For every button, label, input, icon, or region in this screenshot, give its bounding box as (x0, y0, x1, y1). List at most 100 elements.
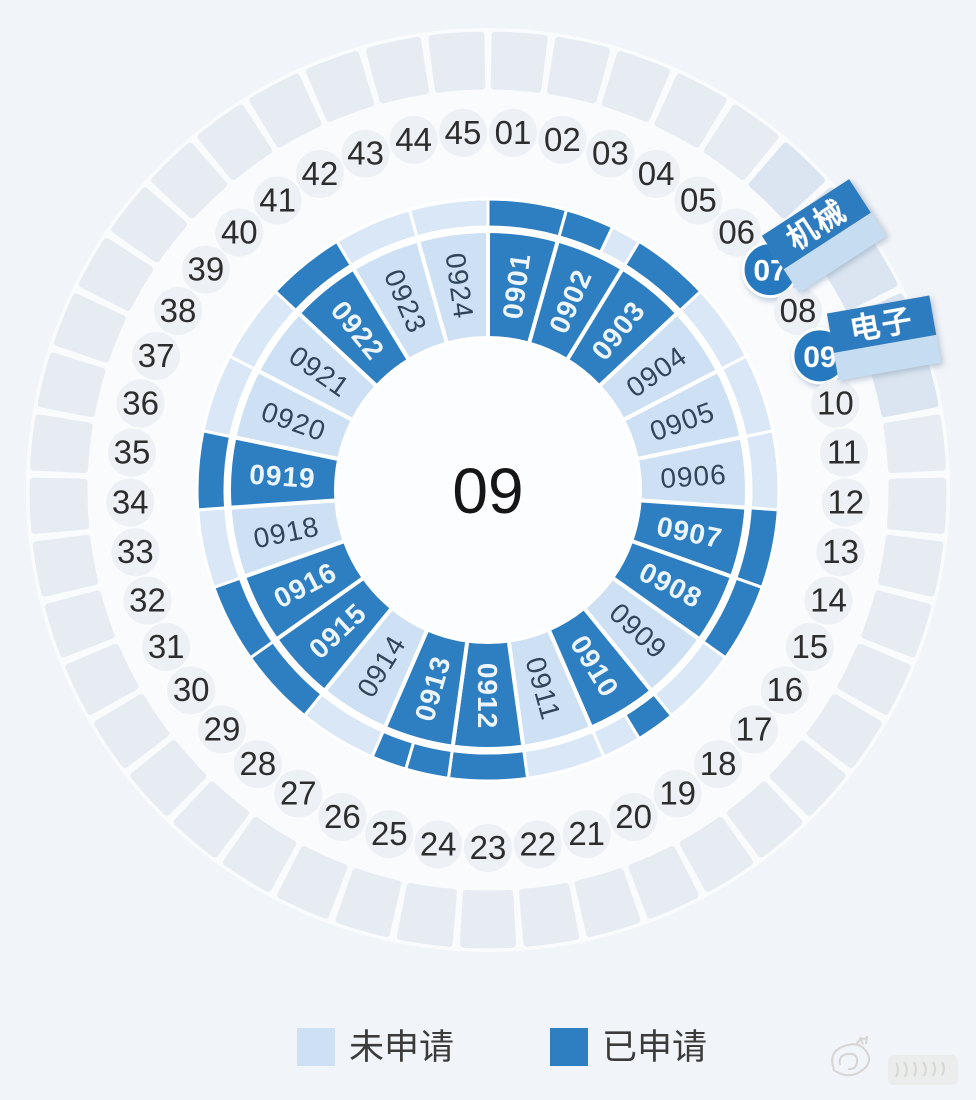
category-dot-34[interactable] (106, 478, 155, 527)
category-dot-13[interactable] (816, 528, 865, 577)
category-number-23[interactable]: 23 (470, 829, 507, 866)
category-number-17[interactable]: 17 (736, 711, 773, 748)
category-dot-05[interactable] (674, 176, 723, 225)
legend-item-not-applied[interactable]: 未申请 (297, 1028, 454, 1066)
category-dot-45[interactable] (439, 108, 487, 157)
category-dot-22[interactable] (513, 820, 562, 869)
category-number-20[interactable]: 20 (615, 798, 652, 835)
category-number-22[interactable]: 22 (519, 826, 556, 863)
category-dot-12[interactable] (821, 478, 870, 527)
category-dot-39[interactable] (181, 245, 230, 294)
category-dot-15[interactable] (785, 622, 834, 671)
category-number-13[interactable]: 13 (822, 533, 859, 570)
outer-ring-0906[interactable] (743, 429, 781, 512)
category-number-11[interactable]: 11 (827, 434, 861, 471)
category-dot-37[interactable] (132, 331, 181, 380)
category-number-36[interactable]: 36 (122, 384, 159, 421)
category-dot-27[interactable] (274, 769, 323, 818)
category-number-30[interactable]: 30 (173, 671, 210, 708)
category-dot-08[interactable] (774, 287, 822, 335)
category-dot-33[interactable] (111, 528, 160, 577)
tag-09[interactable]: 电子 (826, 295, 942, 381)
category-number-33[interactable]: 33 (117, 533, 154, 570)
category-number-29[interactable]: 29 (204, 711, 241, 748)
outer-ring-0912[interactable] (446, 748, 530, 783)
category-number-39[interactable]: 39 (188, 251, 225, 288)
category-number-38[interactable]: 38 (160, 292, 197, 329)
category-number-37[interactable]: 37 (138, 337, 175, 374)
category-dot-21[interactable] (562, 810, 611, 859)
category-number-01[interactable]: 01 (495, 114, 532, 151)
category-number-40[interactable]: 40 (221, 214, 258, 251)
category-dot-41[interactable] (253, 176, 302, 225)
category-number-05[interactable]: 05 (680, 181, 717, 218)
category-dot-29[interactable] (198, 705, 246, 754)
category-number-15[interactable]: 15 (791, 628, 828, 665)
category-number-02[interactable]: 02 (544, 121, 581, 158)
category-dot-31[interactable] (142, 622, 191, 671)
category-dot-11[interactable] (820, 428, 868, 477)
category-number-25[interactable]: 25 (371, 815, 408, 852)
outer-ring-0919[interactable] (195, 429, 233, 512)
category-dot-30[interactable] (167, 666, 216, 715)
category-arc-22 (519, 882, 580, 947)
category-number-32[interactable]: 32 (129, 582, 166, 619)
category-dot-24[interactable] (414, 820, 463, 869)
legend-item-applied[interactable]: 已申请 (550, 1028, 707, 1066)
category-arc-14 (861, 590, 932, 658)
category-number-45[interactable]: 45 (445, 114, 482, 151)
category-number-08[interactable]: 08 (780, 292, 817, 329)
category-dot-42[interactable] (295, 149, 344, 198)
category-number-41[interactable]: 41 (259, 181, 296, 218)
category-dot-16[interactable] (760, 666, 809, 715)
category-number-14[interactable]: 14 (810, 582, 847, 619)
category-dot-32[interactable] (123, 576, 172, 625)
outer-ring-0924[interactable] (407, 197, 490, 239)
category-dot-40[interactable] (215, 208, 264, 257)
category-number-35[interactable]: 35 (114, 434, 151, 471)
category-dot-28[interactable] (233, 740, 282, 789)
category-dot-36[interactable] (116, 379, 165, 428)
category-number-34[interactable]: 34 (112, 484, 149, 521)
category-dot-25[interactable] (365, 810, 414, 859)
category-number-24[interactable]: 24 (420, 826, 457, 863)
category-dot-06[interactable] (712, 208, 761, 257)
category-dot-20[interactable] (609, 793, 658, 841)
category-dot-38[interactable] (154, 287, 202, 335)
category-arc-38 (78, 238, 154, 311)
category-dot-03[interactable] (586, 129, 635, 178)
category-dot-26[interactable] (318, 793, 367, 841)
category-number-31[interactable]: 31 (148, 628, 185, 665)
category-number-19[interactable]: 19 (659, 775, 696, 812)
category-number-18[interactable]: 18 (700, 745, 737, 782)
category-number-16[interactable]: 16 (766, 671, 803, 708)
category-arc-28 (173, 781, 249, 858)
category-number-12[interactable]: 12 (827, 484, 864, 521)
category-dot-44[interactable] (389, 115, 438, 164)
category-number-42[interactable]: 42 (302, 155, 339, 192)
category-dot-35[interactable] (108, 428, 156, 477)
category-number-21[interactable]: 21 (568, 815, 605, 852)
category-number-03[interactable]: 03 (592, 135, 629, 172)
category-dot-04[interactable] (632, 149, 681, 198)
category-number-10[interactable]: 10 (817, 384, 854, 421)
category-number-43[interactable]: 43 (347, 135, 384, 172)
category-dot-18[interactable] (694, 740, 743, 789)
segment-0924[interactable] (415, 228, 490, 347)
category-number-04[interactable]: 04 (638, 155, 675, 192)
category-arc-24 (396, 882, 457, 947)
category-number-28[interactable]: 28 (240, 745, 277, 782)
category-number-26[interactable]: 26 (324, 798, 361, 835)
category-dot-17[interactable] (730, 705, 778, 754)
category-dot-02[interactable] (538, 115, 587, 164)
category-dot-14[interactable] (804, 576, 853, 625)
category-number-09[interactable]: 09 (803, 341, 836, 374)
category-dot-10[interactable] (811, 379, 860, 428)
category-dot-43[interactable] (341, 129, 390, 178)
category-dot-19[interactable] (653, 769, 702, 818)
category-number-27[interactable]: 27 (280, 775, 317, 812)
category-number-44[interactable]: 44 (395, 121, 432, 158)
category-number-06[interactable]: 06 (718, 214, 755, 251)
category-dot-23[interactable] (464, 824, 512, 872)
category-dot-01[interactable] (489, 108, 537, 157)
